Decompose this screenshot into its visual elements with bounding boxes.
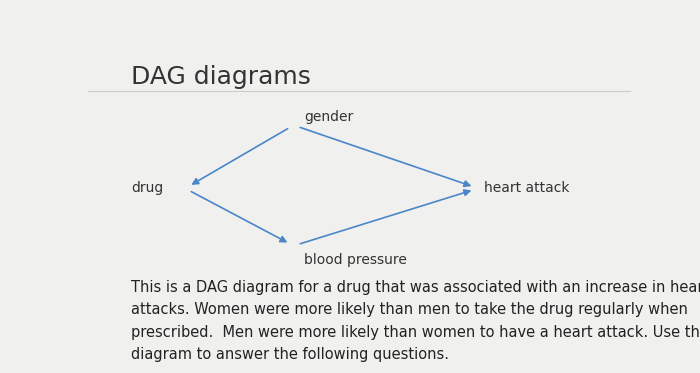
- Text: gender: gender: [304, 110, 354, 123]
- Text: heart attack: heart attack: [484, 181, 569, 195]
- Text: DAG diagrams: DAG diagrams: [131, 65, 311, 89]
- Text: This is a DAG diagram for a drug that was associated with an increase in heart
a: This is a DAG diagram for a drug that wa…: [131, 280, 700, 362]
- Text: drug: drug: [131, 181, 163, 195]
- Text: blood pressure: blood pressure: [304, 253, 407, 267]
